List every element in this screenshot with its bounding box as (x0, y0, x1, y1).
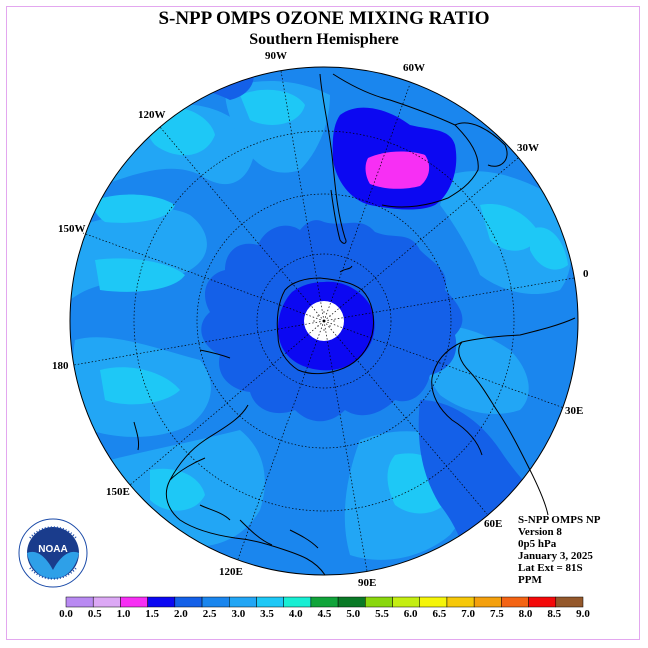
colorbar-swatch (65, 596, 94, 608)
colorbar-swatch (365, 596, 393, 608)
colorbar-swatch (419, 596, 448, 608)
colorbar-swatch (392, 596, 420, 608)
colorbar-tick-label: 4.5 (317, 608, 332, 620)
colorbar-tick-label: 1.0 (116, 608, 131, 620)
colorbar-swatch (120, 596, 148, 608)
lon-label-60w: 60W (403, 62, 425, 74)
page-subtitle: Southern Hemisphere (249, 31, 399, 48)
colorbar-tick-label: 6.5 (432, 608, 447, 620)
field-max (365, 151, 430, 189)
field-patch (93, 194, 175, 223)
colorbar-swatch (501, 596, 529, 608)
info-block: S-NPP OMPS NP Version 8 0p5 hPa January … (518, 514, 601, 586)
lon-label-60e: 60E (484, 518, 503, 530)
colorbar-tick-label: 7.5 (489, 608, 504, 620)
lon-label-120e: 120E (219, 566, 243, 578)
lon-label-180: 180 (52, 360, 69, 372)
info-lat-ext: Lat Ext = 81S (518, 562, 583, 574)
field-patch (530, 227, 568, 270)
colorbar-tick-label: 6.0 (403, 608, 418, 620)
info-version: Version 8 (518, 526, 562, 538)
info-units: PPM (518, 574, 542, 586)
colorbar-tick-label: 4.0 (288, 608, 303, 620)
lon-label-30e: 30E (565, 405, 584, 417)
lon-label-90e: 90E (358, 577, 377, 589)
page-frame (6, 6, 640, 640)
colorbar-tick-label: 3.0 (231, 608, 246, 620)
colorbar-swatch (283, 596, 312, 608)
colorbar-tick-label: 5.5 (375, 608, 389, 620)
info-level: 0p5 hPa (518, 538, 557, 550)
info-date: January 3, 2025 (518, 550, 593, 562)
colorbar-swatch (555, 596, 584, 608)
colorbar-tick-label: 0.0 (59, 608, 73, 620)
colorbar-tick-label: 8.0 (518, 608, 533, 620)
lon-label-30w: 30W (517, 142, 539, 154)
colorbar (65, 596, 584, 608)
colorbar-swatch (310, 596, 339, 608)
colorbar-swatch (147, 596, 176, 608)
colorbar-swatch (446, 596, 475, 608)
colorbar-tick-label: 3.5 (260, 608, 274, 620)
colorbar-tick-label: 1.5 (145, 608, 160, 620)
colorbar-swatch (337, 596, 366, 608)
colorbar-tick-label: 0.5 (87, 608, 102, 620)
field-patch (95, 258, 185, 292)
latitude-circles (133, 130, 515, 512)
info-instrument: S-NPP OMPS NP (518, 514, 601, 526)
colorbar-swatch (174, 596, 203, 608)
map-boundary (69, 66, 579, 576)
colorbar-swatch (92, 596, 121, 608)
logo-text: NOAA (38, 544, 67, 555)
colorbar-swatch (256, 596, 284, 608)
lon-label-120w: 120W (138, 109, 166, 121)
colorbar-tick-label: 8.5 (547, 608, 562, 620)
colorbar-swatch (201, 596, 230, 608)
lon-label-90w: 90W (265, 50, 287, 62)
page-title: S-NPP OMPS OZONE MIXING RATIO (158, 8, 490, 29)
meridians (73, 70, 575, 572)
field-patch (100, 367, 180, 405)
lon-label-0: 0 (583, 268, 589, 280)
colorbar-tick-label: 5.0 (346, 608, 361, 620)
lon-label-150w: 150W (58, 223, 86, 235)
colorbar-swatch (528, 596, 557, 608)
field-patch (150, 468, 205, 511)
colorbar-swatch (473, 596, 502, 608)
colorbar-tick-label: 9.0 (576, 608, 590, 620)
colorbar-swatch (229, 596, 257, 608)
colorbar-tick-label: 7.0 (461, 608, 475, 620)
noaa-logo: NOAA (18, 518, 88, 588)
colorbar-tick-label: 2.5 (202, 608, 217, 620)
lon-label-150e: 150E (106, 486, 130, 498)
colorbar-tick-label: 2.0 (174, 608, 188, 620)
field-patch (480, 204, 540, 251)
